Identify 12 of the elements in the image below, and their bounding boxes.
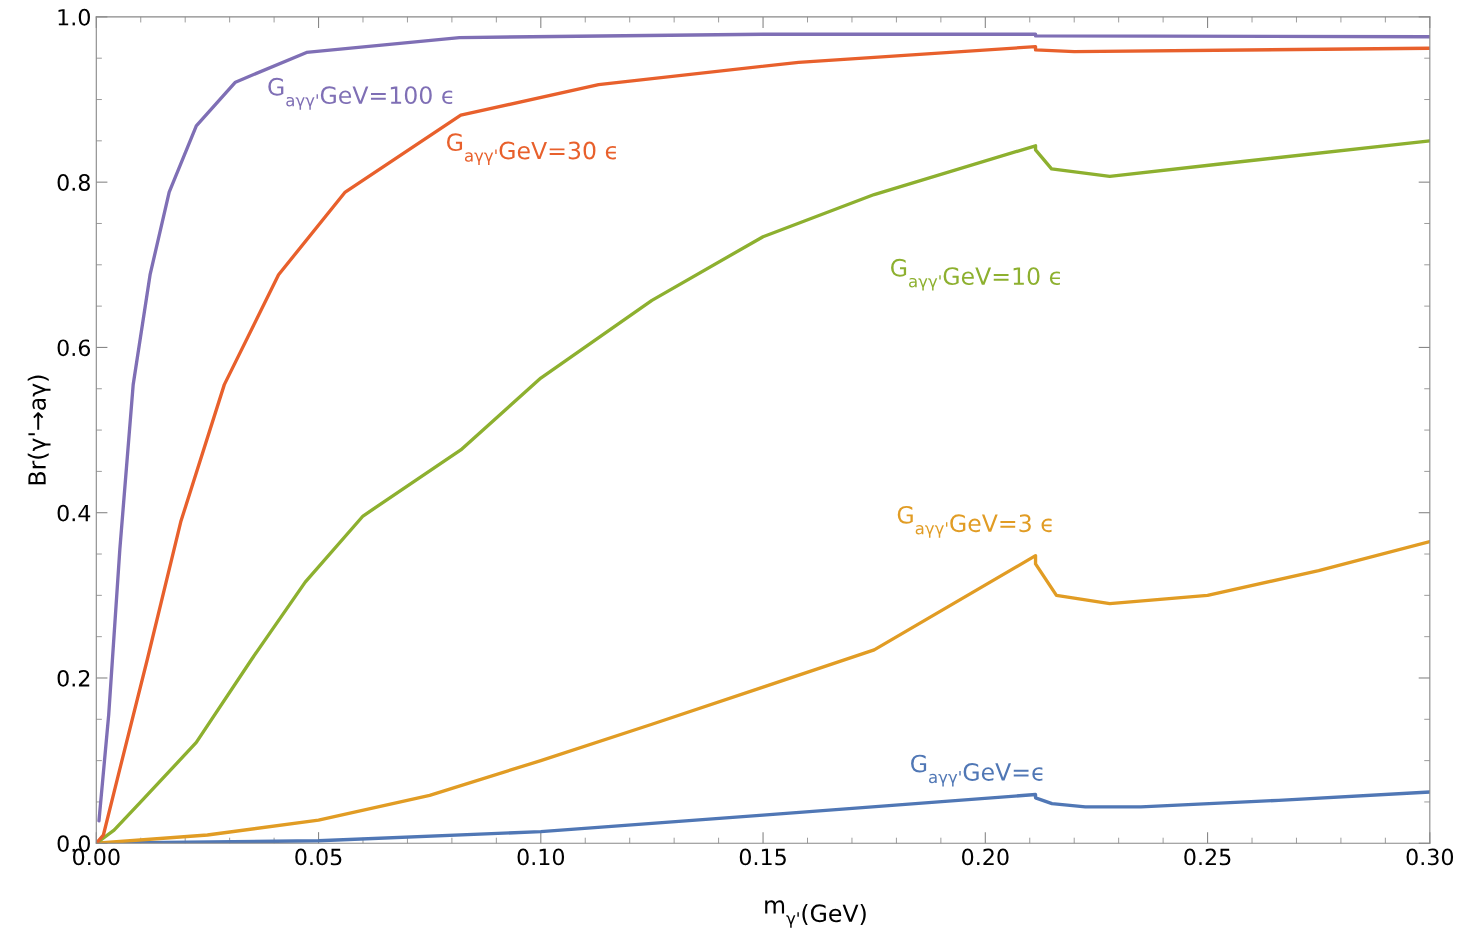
- y-tick-label: 1.0: [58, 8, 90, 26]
- y-tick-label: 0.8: [57, 174, 90, 191]
- x-tick-label: 0.05: [295, 848, 342, 866]
- x-tick-label: 0.10: [517, 848, 565, 866]
- x-tick-label: 0.15: [739, 848, 786, 866]
- x-tick-label: 0.20: [962, 848, 1009, 866]
- y-tick-label: 0.2: [57, 669, 90, 687]
- y-axis-title: Br(γ'→aγ): [27, 375, 51, 485]
- y-tick-label: 0.6: [57, 339, 91, 357]
- x-tick-label: 0.30: [1406, 848, 1454, 866]
- y-tick-label: 0.4: [57, 504, 91, 522]
- x-tick-label: 0.25: [1184, 848, 1231, 866]
